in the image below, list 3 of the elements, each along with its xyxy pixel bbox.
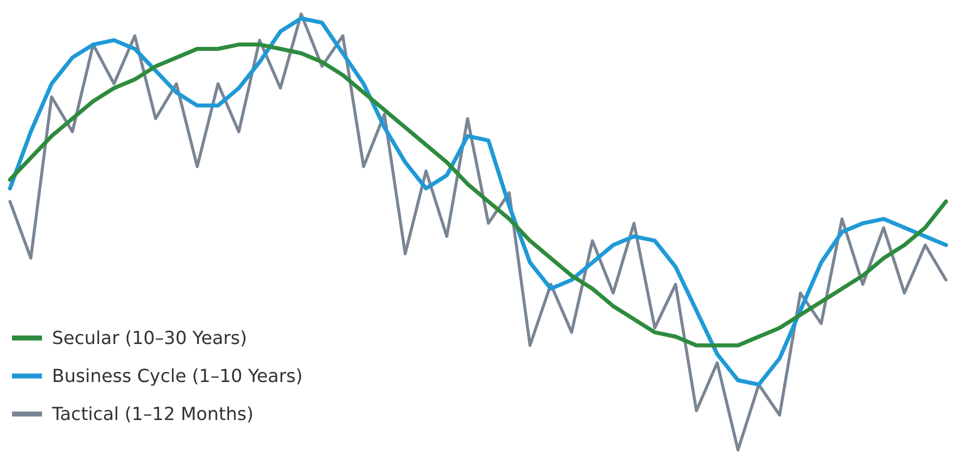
legend-label: Tactical (1–12 Months) xyxy=(51,404,254,425)
legend-label: Secular (10–30 Years) xyxy=(52,328,248,349)
legend-label: Business Cycle (1–10 Years) xyxy=(52,366,303,387)
